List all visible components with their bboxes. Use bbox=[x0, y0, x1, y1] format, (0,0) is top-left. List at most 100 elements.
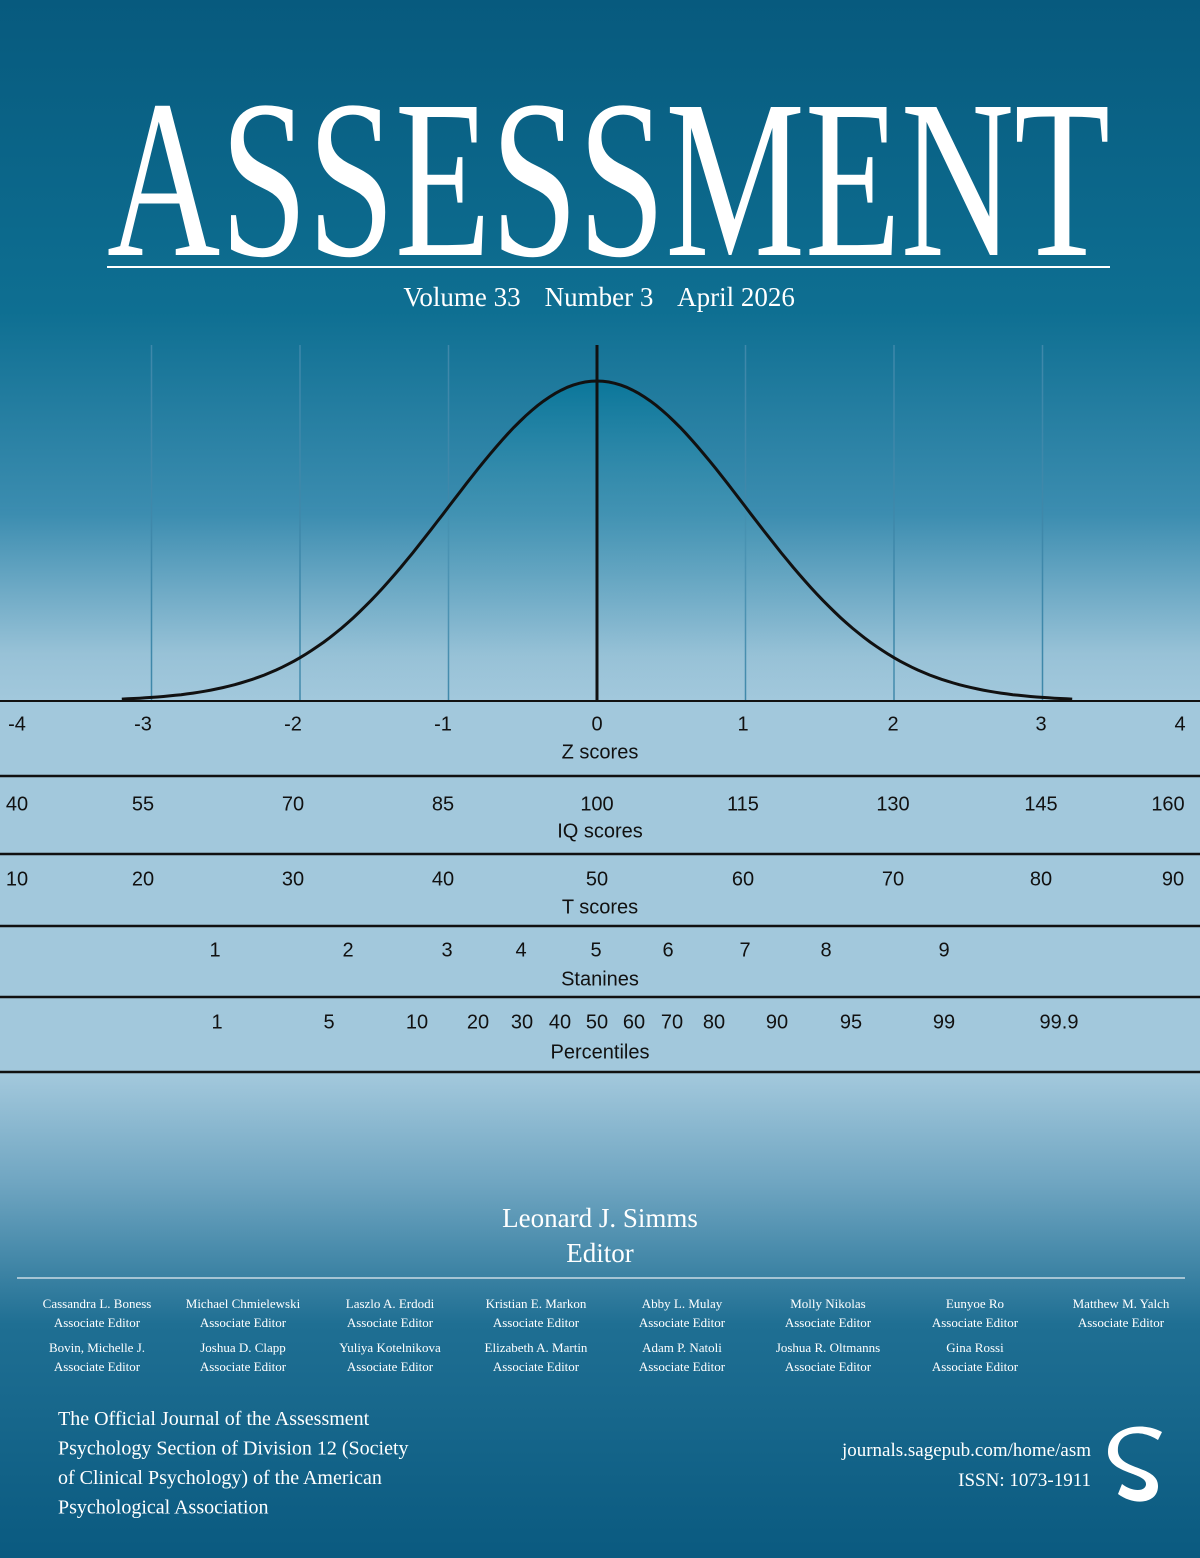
scale-label: 20 bbox=[132, 868, 154, 890]
scale-label: 5 bbox=[590, 939, 601, 961]
scale-label: 3 bbox=[441, 939, 452, 961]
scale-label: 70 bbox=[661, 1011, 683, 1033]
associate-editor-name: Abby L. Mulay bbox=[642, 1296, 723, 1311]
associate-editor-role: Associate Editor bbox=[785, 1359, 872, 1374]
scale-label: 8 bbox=[820, 939, 831, 961]
associate-editor-role: Associate Editor bbox=[785, 1315, 872, 1330]
issue-date: April 2026 bbox=[677, 282, 795, 312]
scale-label: 90 bbox=[766, 1011, 788, 1033]
scale-label: 2 bbox=[342, 939, 353, 961]
scale-label: 80 bbox=[1030, 868, 1052, 890]
scale-label: 70 bbox=[282, 793, 304, 815]
associate-editor-role: Associate Editor bbox=[932, 1359, 1019, 1374]
scale-label: 85 bbox=[432, 793, 454, 815]
scale-name: IQ scores bbox=[557, 820, 643, 842]
associate-editor-role: Associate Editor bbox=[347, 1359, 434, 1374]
scale-label: 4 bbox=[515, 939, 526, 961]
scale-label: 95 bbox=[840, 1011, 862, 1033]
scale-label: 2 bbox=[887, 713, 898, 735]
scale-label: 10 bbox=[6, 868, 28, 890]
scale-label: 40 bbox=[6, 793, 28, 815]
scale-label: 55 bbox=[132, 793, 154, 815]
scale-label: 1 bbox=[737, 713, 748, 735]
associate-editor-name: Molly Nikolas bbox=[790, 1296, 865, 1311]
scale-label: 40 bbox=[549, 1011, 571, 1033]
associate-editor-name: Bovin, Michelle J. bbox=[49, 1340, 145, 1355]
issn: ISSN: 1073-1911 bbox=[958, 1470, 1091, 1491]
associate-editor-role: Associate Editor bbox=[493, 1315, 580, 1330]
scale-label: 6 bbox=[662, 939, 673, 961]
associate-editor-role: Associate Editor bbox=[493, 1359, 580, 1374]
associate-editor-name: Kristian E. Markon bbox=[486, 1296, 587, 1311]
editor-role: Editor bbox=[566, 1238, 634, 1268]
description-line: Psychology Section of Division 12 (Socie… bbox=[58, 1438, 409, 1460]
scale-label: -3 bbox=[134, 713, 152, 735]
associate-editor-name: Joshua R. Oltmanns bbox=[776, 1340, 880, 1355]
scale-label: 5 bbox=[323, 1011, 334, 1033]
scale-label: 30 bbox=[511, 1011, 533, 1033]
scale-label: 99 bbox=[933, 1011, 955, 1033]
scale-label: 99.9 bbox=[1040, 1011, 1079, 1033]
journal-description: The Official Journal of the Assessment Ps… bbox=[58, 1408, 409, 1519]
publisher-logo bbox=[1108, 1426, 1162, 1502]
scale-label: 7 bbox=[739, 939, 750, 961]
associate-editor-role: Associate Editor bbox=[54, 1315, 141, 1330]
scale-label: 4 bbox=[1174, 713, 1185, 735]
description-line: The Official Journal of the Assessment bbox=[58, 1408, 370, 1430]
associate-editor-role: Associate Editor bbox=[54, 1359, 141, 1374]
scale-label: 9 bbox=[938, 939, 949, 961]
journal-title: ASSESSMENT bbox=[107, 54, 1110, 304]
scale-name: Z scores bbox=[562, 741, 639, 763]
associate-editor-role: Associate Editor bbox=[347, 1315, 434, 1330]
associate-editor-name: Joshua D. Clapp bbox=[200, 1340, 286, 1355]
associate-editor-name: Laszlo A. Erdodi bbox=[346, 1296, 435, 1311]
scale-name: T scores bbox=[562, 896, 638, 918]
associate-editor-role: Associate Editor bbox=[1078, 1315, 1165, 1330]
associate-editor-role: Associate Editor bbox=[932, 1315, 1019, 1330]
issue-number: Number 3 bbox=[545, 282, 654, 312]
scale-label: 3 bbox=[1035, 713, 1046, 735]
associate-editor-role: Associate Editor bbox=[200, 1315, 287, 1330]
description-line: Psychological Association bbox=[58, 1497, 269, 1519]
associate-editor-name: Matthew M. Yalch bbox=[1073, 1296, 1170, 1311]
volume: Volume 33 bbox=[403, 282, 520, 312]
journal-url: journals.sagepub.com/home/asm bbox=[841, 1440, 1091, 1461]
scale-label: 50 bbox=[586, 868, 608, 890]
associate-editor-name: Eunyoe Ro bbox=[946, 1296, 1004, 1311]
scale-label: 90 bbox=[1162, 868, 1184, 890]
scale-label: 80 bbox=[703, 1011, 725, 1033]
associate-editor-name: Yuliya Kotelnikova bbox=[339, 1340, 441, 1355]
associate-editor-name: Elizabeth A. Martin bbox=[485, 1340, 588, 1355]
associate-editor-role: Associate Editor bbox=[639, 1315, 726, 1330]
scale-label: -2 bbox=[284, 713, 302, 735]
scale-label: 70 bbox=[882, 868, 904, 890]
scale-label: 20 bbox=[467, 1011, 489, 1033]
scale-label: 30 bbox=[282, 868, 304, 890]
editor-name: Leonard J. Simms bbox=[502, 1203, 698, 1233]
scale-name: Stanines bbox=[561, 968, 639, 990]
scale-label: 50 bbox=[586, 1011, 608, 1033]
scale-label: -1 bbox=[434, 713, 452, 735]
scale-label: 10 bbox=[406, 1011, 428, 1033]
associate-editor-name: Gina Rossi bbox=[946, 1340, 1004, 1355]
scale-label: 160 bbox=[1151, 793, 1184, 815]
associate-editor-name: Cassandra L. Boness bbox=[43, 1296, 152, 1311]
scale-label: 1 bbox=[209, 939, 220, 961]
scale-label: 40 bbox=[432, 868, 454, 890]
scale-label: -4 bbox=[8, 713, 26, 735]
associate-editor-role: Associate Editor bbox=[639, 1359, 726, 1374]
scale-label: 100 bbox=[580, 793, 613, 815]
description-line: of Clinical Psychology) of the American bbox=[58, 1467, 382, 1489]
associate-editor-name: Adam P. Natoli bbox=[642, 1340, 722, 1355]
scale-label: 115 bbox=[727, 793, 759, 815]
scale-label: 60 bbox=[623, 1011, 645, 1033]
scale-name: Percentiles bbox=[551, 1041, 650, 1063]
associate-editors: Cassandra L. Boness Associate Editor Micha… bbox=[43, 1296, 1170, 1374]
associate-editor-role: Associate Editor bbox=[200, 1359, 287, 1374]
associate-editor-name: Michael Chmielewski bbox=[186, 1296, 301, 1311]
scale-label: 0 bbox=[591, 713, 602, 735]
